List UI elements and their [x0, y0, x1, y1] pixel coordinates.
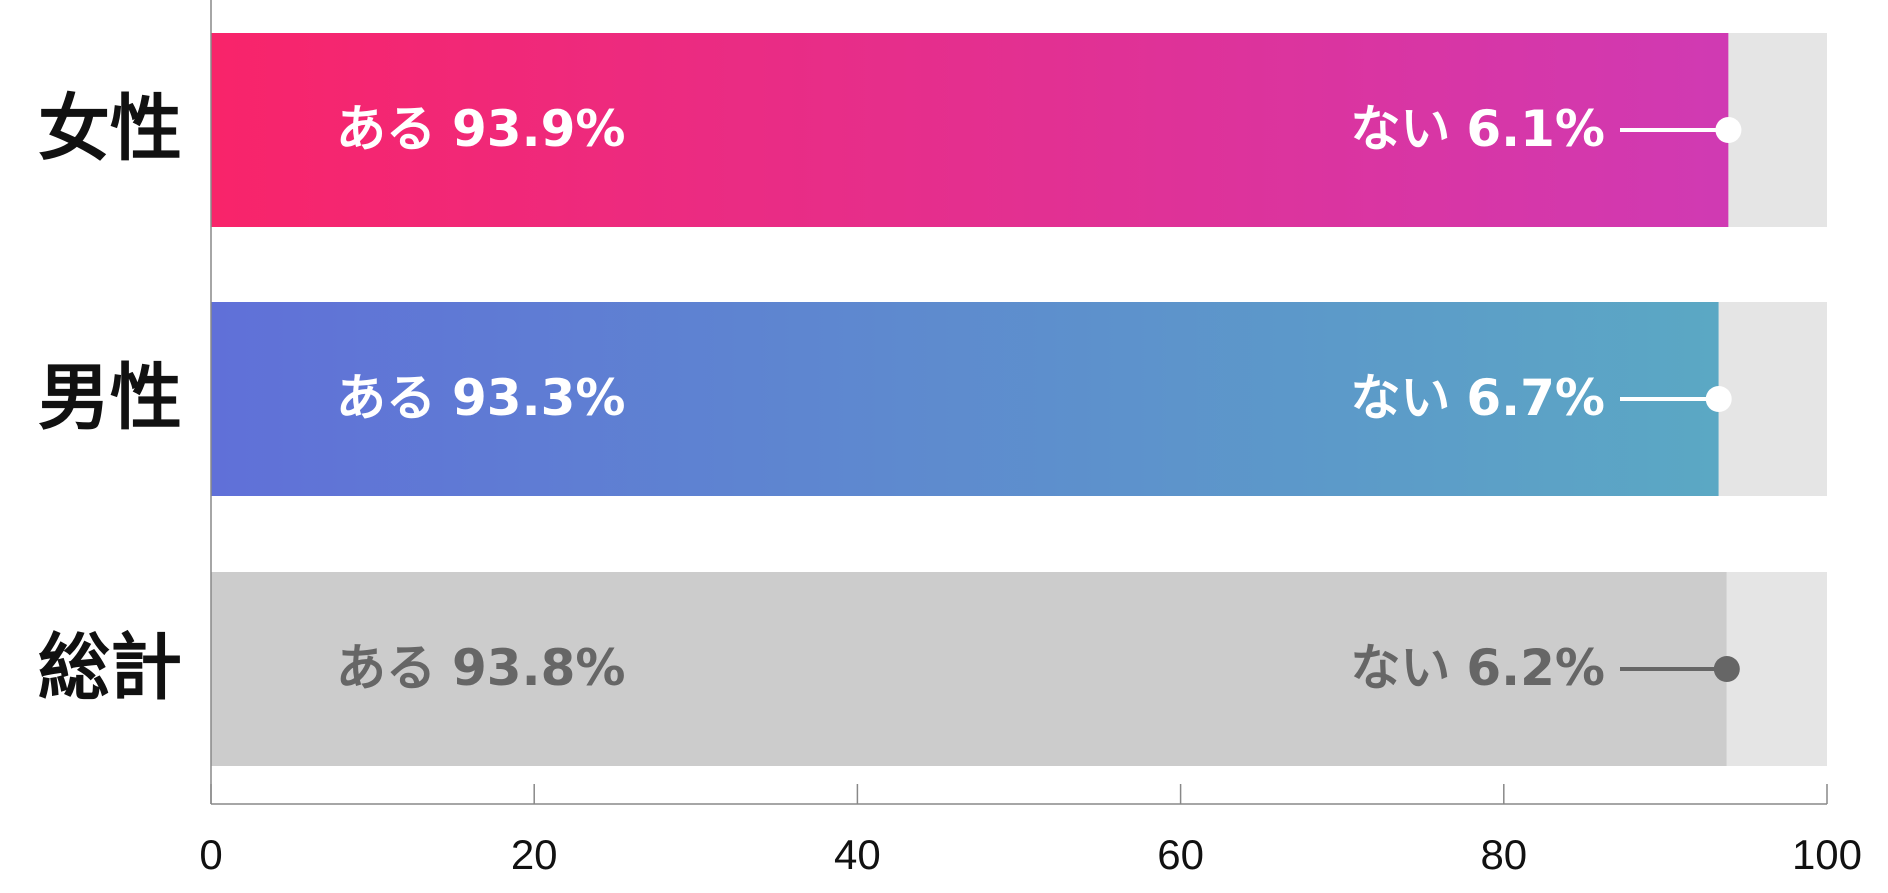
value-label: 93.9%: [452, 100, 625, 158]
bar-segment: [211, 572, 1727, 766]
bar-segment: [211, 33, 1729, 227]
x-tick-label: 40: [834, 831, 881, 878]
data-label: ある 93.9%: [336, 100, 625, 158]
x-tick-label: 80: [1480, 831, 1527, 878]
leader-dot: [1715, 117, 1742, 143]
category-label: 総計: [38, 626, 182, 710]
data-label: ある 93.3%: [336, 369, 625, 427]
bar-segment: [1726, 572, 1827, 766]
value-label: 6.2%: [1466, 639, 1605, 697]
leader-dot: [1713, 656, 1740, 682]
bar-segment: [211, 302, 1719, 496]
value-label: 93.8%: [452, 639, 625, 697]
category-label: 男性: [38, 356, 182, 440]
series-name: ない: [1350, 100, 1450, 158]
series-name: ある: [336, 100, 436, 158]
value-label: 6.7%: [1466, 369, 1605, 427]
data-label: ない 6.2%: [1350, 639, 1605, 697]
x-tick-label: 100: [1792, 831, 1862, 878]
x-tick-label: 0: [199, 831, 222, 878]
data-label: ない 6.7%: [1350, 369, 1605, 427]
series-name: ない: [1350, 639, 1450, 697]
bar-segment: [1728, 33, 1827, 227]
bar-segment: [1718, 302, 1827, 496]
leader-dot: [1705, 386, 1732, 412]
data-label: ある 93.8%: [336, 639, 625, 697]
data-label: ない 6.1%: [1350, 100, 1605, 158]
series-name: ない: [1350, 369, 1450, 427]
x-tick-label: 20: [511, 831, 558, 878]
x-tick-label: 60: [1157, 831, 1204, 878]
category-label: 女性: [38, 87, 182, 171]
series-name: ある: [336, 639, 436, 697]
series-name: ある: [336, 369, 436, 427]
value-label: 93.3%: [452, 369, 625, 427]
value-label: 6.1%: [1466, 100, 1605, 158]
